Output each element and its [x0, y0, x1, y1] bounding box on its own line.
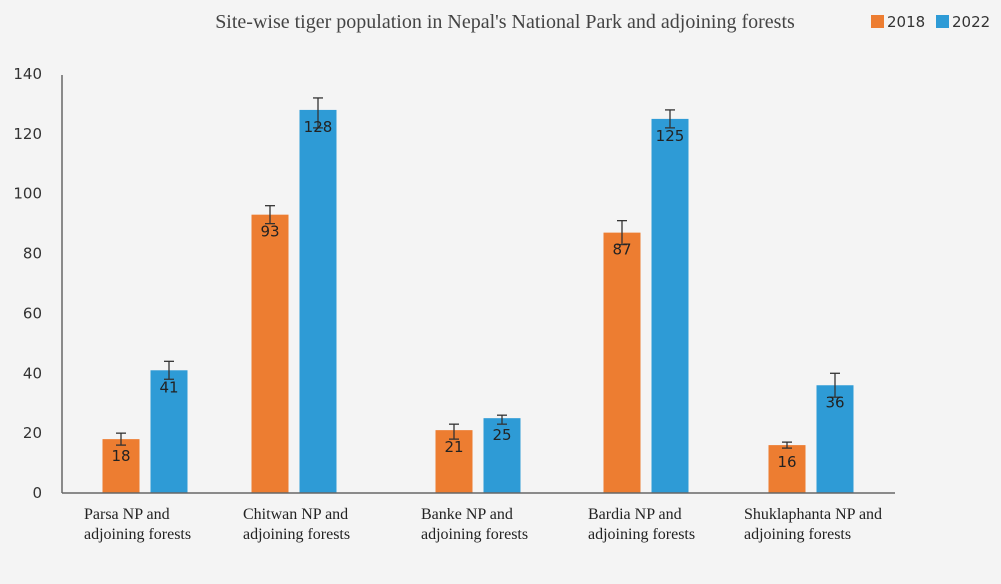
data-label: 87 [612, 241, 631, 259]
bar-2018-5 [768, 445, 806, 493]
bar-2018-3 [435, 430, 473, 493]
legend-swatch-2022 [936, 15, 949, 28]
x-tick-label: adjoining forests [588, 526, 695, 543]
data-label: 25 [492, 426, 511, 444]
x-tick-label: Chitwan NP and [243, 506, 348, 523]
bar-2022-3 [483, 418, 521, 493]
x-tick-label: adjoining forests [421, 526, 528, 543]
data-label: 125 [656, 127, 685, 145]
y-tick-label: 0 [32, 484, 42, 502]
legend-label-2018: 2018 [887, 13, 925, 31]
bar-2022-2 [299, 109, 337, 494]
y-tick-label: 80 [23, 245, 42, 263]
x-tick-label: adjoining forests [84, 526, 191, 543]
x-tick-label: adjoining forests [744, 526, 851, 543]
y-tick-label: 20 [23, 424, 42, 442]
y-tick-label: 100 [13, 185, 42, 203]
bar-2018-4 [603, 232, 641, 493]
y-tick-label: 40 [23, 364, 42, 382]
data-label: 16 [777, 453, 796, 471]
x-tick-label: Banke NP and [421, 506, 513, 523]
y-tick-label: 60 [23, 304, 42, 322]
x-tick-label: adjoining forests [243, 526, 350, 543]
bar-2018-1 [102, 439, 140, 493]
y-axis-ticks: 0 20 40 60 80 100 120 140 [13, 65, 42, 502]
data-label: 18 [111, 447, 130, 465]
y-tick-label: 140 [13, 65, 42, 83]
data-label: 21 [444, 438, 463, 456]
x-tick-label: Shuklaphanta NP and [744, 506, 882, 523]
x-tick-label: Parsa NP and [84, 506, 170, 523]
legend-label-2022: 2022 [952, 13, 990, 31]
y-tick-label: 120 [13, 125, 42, 143]
x-axis-labels: Parsa NP and adjoining forests Chitwan NP … [84, 506, 882, 543]
legend-swatch-2018 [871, 15, 884, 28]
x-tick-label: Bardia NP and [588, 506, 682, 523]
bar-2018-2 [251, 214, 289, 493]
data-label: 36 [825, 393, 844, 411]
bar-2022-1 [150, 370, 188, 493]
data-label: 128 [304, 118, 333, 136]
bar-2022-5 [816, 385, 854, 493]
bars: 18 41 93 128 21 25 87 125 16 36 [102, 97, 854, 494]
legend: 2018 2022 [871, 13, 990, 31]
bar-2022-4 [651, 118, 689, 494]
data-label: 41 [159, 378, 178, 396]
data-label: 93 [260, 223, 279, 241]
chart-title: Site-wise tiger population in Nepal's Na… [215, 11, 795, 33]
